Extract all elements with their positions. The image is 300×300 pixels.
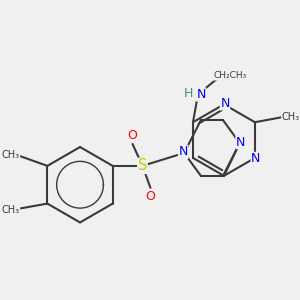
Text: N: N <box>251 152 261 165</box>
Text: CH₃: CH₃ <box>2 205 20 214</box>
Text: O: O <box>128 129 137 142</box>
Text: CH₃: CH₃ <box>282 112 300 122</box>
Text: N: N <box>220 97 230 110</box>
Text: O: O <box>146 190 155 203</box>
Text: S: S <box>138 158 147 173</box>
Text: N: N <box>236 136 245 148</box>
Text: CH₃: CH₃ <box>2 150 20 160</box>
Text: CH₂CH₃: CH₂CH₃ <box>213 71 246 80</box>
Text: H: H <box>183 87 193 100</box>
Text: N: N <box>178 146 188 158</box>
Text: N: N <box>196 88 206 101</box>
